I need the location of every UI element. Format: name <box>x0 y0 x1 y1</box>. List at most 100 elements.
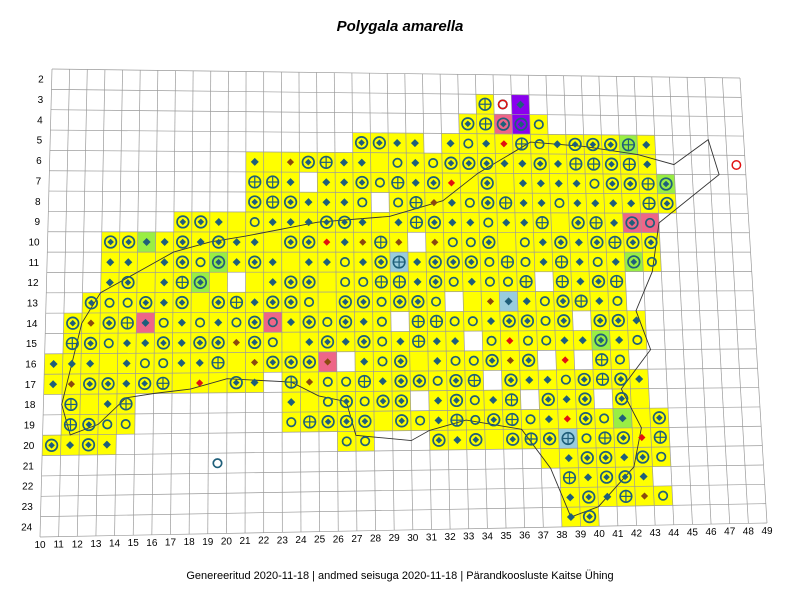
grid-cell <box>410 410 430 431</box>
teal-diamond-symbol <box>603 492 612 501</box>
teal-diamond-symbol <box>520 218 529 227</box>
grid-cell <box>373 351 392 372</box>
teal-circle-symbol <box>484 256 495 268</box>
teal-diamond-symbol <box>611 257 620 266</box>
teal-circle-symbol <box>658 490 669 501</box>
teal-diamond-symbol <box>357 158 366 167</box>
grid-line <box>226 71 229 534</box>
diamond-in-circle-symbol <box>251 319 258 326</box>
diamond-in-circle-symbol <box>544 396 552 403</box>
row-label: 11 <box>29 258 40 269</box>
teal-circle-symbol <box>249 216 260 228</box>
diamond-in-circle-symbol <box>465 159 473 167</box>
grid-cell <box>461 232 481 253</box>
teal-diamond-symbol <box>482 139 491 148</box>
diamond-in-circle-symbol <box>394 374 408 388</box>
brown-diamond-symbol <box>359 238 367 246</box>
grid-cell <box>299 292 319 313</box>
grid-cell <box>154 312 173 333</box>
grid-cell <box>372 311 392 332</box>
grid-line <box>386 73 395 531</box>
diamond-in-circle-symbol <box>302 235 316 249</box>
column-label: 29 <box>389 533 401 544</box>
diamond-in-circle-symbol <box>357 335 371 349</box>
grid-cell <box>245 212 264 233</box>
diamond-in-circle-symbol <box>628 219 636 227</box>
teal-diamond-symbol <box>340 178 349 187</box>
grid-line <box>42 445 763 456</box>
diamond-in-circle-symbol <box>585 493 593 501</box>
grid-cell <box>99 333 118 354</box>
grid-cell <box>459 133 478 154</box>
diamond-in-circle-symbol <box>360 298 367 306</box>
column-label: 28 <box>370 534 382 545</box>
diamond-in-circle-symbol <box>412 374 427 388</box>
diamond-in-circle-symbol <box>266 355 280 369</box>
diamond-in-circle-symbol <box>86 380 94 388</box>
teal-circle-symbol <box>374 177 385 188</box>
teal-diamond-symbol <box>451 337 460 346</box>
column-label: 11 <box>53 540 64 551</box>
diamond-in-circle-symbol <box>546 435 553 443</box>
column-label: 10 <box>34 540 46 551</box>
diamond-in-circle-symbol <box>557 239 565 246</box>
grid-line <box>170 70 176 535</box>
teal-diamond-symbol <box>446 139 455 148</box>
diamond-in-circle-symbol <box>427 215 442 230</box>
diamond-in-circle-symbol <box>571 141 579 148</box>
teal-diamond-symbol <box>642 140 651 149</box>
teal-diamond-symbol <box>394 218 403 227</box>
diamond-in-circle-symbol <box>215 299 222 306</box>
diamond-in-circle-symbol <box>618 470 632 484</box>
diamond-in-circle-symbol <box>659 177 673 191</box>
diamond-in-circle-symbol <box>596 317 604 324</box>
column-label: 39 <box>575 530 587 541</box>
grid-cell <box>79 394 99 415</box>
teal-circle-symbol <box>614 354 626 365</box>
teal-circle-symbol <box>428 157 439 169</box>
grid-cell <box>479 212 498 233</box>
teal-circle-symbol <box>656 451 667 462</box>
grid-line <box>188 70 194 535</box>
diamond-in-circle-symbol <box>85 441 92 449</box>
map-title: Polygala amarella <box>336 18 464 35</box>
teal-circle-symbol <box>322 396 334 407</box>
diamond-in-circle-symbol <box>483 160 490 167</box>
grid-line <box>475 74 488 529</box>
diamond-in-circle-symbol <box>287 198 294 206</box>
grid-line <box>207 71 212 534</box>
brown-diamond-symbol <box>250 358 259 367</box>
teal-diamond-symbol <box>286 218 295 227</box>
teal-diamond-symbol <box>141 318 150 327</box>
diamond-in-circle-symbol <box>582 415 590 422</box>
teal-diamond-symbol <box>268 278 277 287</box>
row-label: 3 <box>38 95 44 106</box>
teal-circle-symbol <box>589 178 600 189</box>
diamond-in-circle-symbol <box>480 176 494 190</box>
diamond-in-circle-symbol <box>593 239 601 246</box>
row-label: 18 <box>24 400 36 411</box>
diamond-in-circle-symbol <box>287 358 295 366</box>
grid-line <box>46 271 752 273</box>
diamond-in-circle-symbol <box>533 157 547 171</box>
grid-cell <box>444 271 463 292</box>
diamond-in-circle-symbol <box>656 414 663 422</box>
grid-cell <box>515 232 535 253</box>
diamond-in-circle-symbol <box>414 298 422 305</box>
grid-line <box>633 76 656 526</box>
grid-cell <box>318 371 337 392</box>
grid-cell <box>354 272 373 292</box>
diamond-in-circle-symbol <box>627 255 641 269</box>
grid-cell <box>191 292 210 313</box>
diamond-in-circle-symbol <box>594 333 608 347</box>
grid-line <box>316 72 320 532</box>
diamond-in-circle-symbol <box>179 238 186 246</box>
column-label: 34 <box>482 531 494 542</box>
teal-circle-symbol <box>484 276 495 287</box>
diamond-in-circle-symbol <box>269 298 277 306</box>
diamond-in-circle-symbol <box>514 117 528 131</box>
grid-line <box>298 72 302 532</box>
brown-diamond-symbol <box>67 380 75 388</box>
teal-diamond-symbol <box>142 238 151 247</box>
teal-circle-symbol <box>469 395 480 406</box>
